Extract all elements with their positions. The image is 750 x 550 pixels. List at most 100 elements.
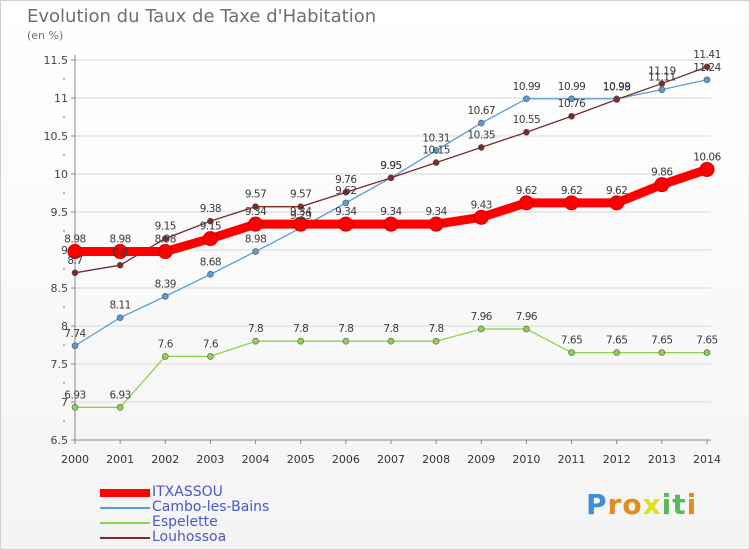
data-point <box>477 325 485 333</box>
data-label: 7.6 <box>203 338 219 350</box>
y-tick-label: 10 <box>54 168 68 181</box>
x-tick-label: 2012 <box>603 453 631 466</box>
data-label: 7.74 <box>64 328 86 340</box>
y-tick-label: 9.5 <box>51 206 69 219</box>
data-point <box>252 248 259 255</box>
data-label: 10.99 <box>513 81 541 93</box>
data-label: 9.95 <box>380 160 401 172</box>
data-point <box>613 96 621 103</box>
data-point <box>523 128 530 136</box>
data-point <box>477 144 485 151</box>
data-point <box>523 325 530 333</box>
data-label: 8.68 <box>200 256 221 268</box>
data-point <box>157 244 173 260</box>
data-label: 9.34 <box>290 206 312 218</box>
data-label: 10.35 <box>468 129 496 141</box>
x-tick-label: 2009 <box>467 453 495 466</box>
data-point <box>161 293 169 300</box>
data-point <box>568 349 575 356</box>
data-label: 8.8 <box>113 247 128 259</box>
data-point <box>609 195 625 211</box>
data-label: 8.98 <box>155 234 176 246</box>
data-label: 8.98 <box>64 234 85 246</box>
data-label: 7.6 <box>158 338 174 350</box>
data-label: 9.57 <box>290 189 311 201</box>
x-tick-label: 2010 <box>512 453 540 466</box>
legend-label: ITXASSOU <box>152 484 223 500</box>
data-label: 9.86 <box>651 167 673 179</box>
data-point <box>703 76 711 84</box>
data-point <box>518 195 534 211</box>
data-label: 7.8 <box>293 323 308 335</box>
data-point <box>658 349 666 356</box>
x-tick-label: 2003 <box>196 453 224 466</box>
data-label: 10.76 <box>558 98 586 110</box>
data-point <box>67 244 83 260</box>
x-tick-label: 2011 <box>558 453 586 466</box>
data-point <box>71 269 79 277</box>
x-tick-label: 2006 <box>332 453 360 466</box>
data-point <box>477 119 485 127</box>
legend-label: Espelette <box>152 514 218 530</box>
data-point <box>202 231 218 247</box>
x-tick-label: 2005 <box>287 453 315 466</box>
data-label: 11.19 <box>648 66 676 78</box>
x-tick-label: 2013 <box>648 453 676 466</box>
data-label: 8.11 <box>109 300 130 312</box>
data-label: 9.34 <box>425 206 447 218</box>
legend-label: Cambo-les-Bains <box>152 499 270 515</box>
legend-swatch <box>100 507 150 509</box>
data-label: 11.11 <box>648 72 676 84</box>
x-tick-label: 2007 <box>377 453 405 466</box>
data-point <box>342 188 350 196</box>
y-tick-label: 8 <box>61 320 68 333</box>
x-tick-label: 2001 <box>106 453 134 466</box>
data-label: 6.93 <box>64 389 85 401</box>
chart-title: Evolution du Taux de Taxe d'Habitation <box>27 6 377 27</box>
data-point <box>613 349 621 356</box>
x-tick-label: 2002 <box>151 453 179 466</box>
data-point <box>116 314 124 321</box>
data-point <box>428 216 444 232</box>
data-label: 7.65 <box>561 335 582 347</box>
data-point <box>568 112 575 120</box>
legend-swatch <box>100 522 150 524</box>
data-label: 6.93 <box>109 389 130 401</box>
data-point <box>658 86 666 93</box>
data-label: 10.31 <box>422 132 450 144</box>
data-point <box>252 203 259 210</box>
data-label: 10.99 <box>603 81 631 93</box>
data-point <box>564 195 580 211</box>
data-point <box>342 199 350 207</box>
legend-label: Louhossoa <box>152 529 227 545</box>
data-point <box>387 174 395 182</box>
data-label: 9.34 <box>380 206 402 218</box>
y-tick-label: 6.5 <box>51 434 69 447</box>
data-label: 11.24 <box>693 62 721 74</box>
data-point <box>568 95 575 103</box>
data-point <box>432 147 440 154</box>
data-label: 9.34 <box>245 206 267 218</box>
data-point <box>116 261 124 269</box>
data-point <box>207 271 214 278</box>
data-label: 10.99 <box>558 81 586 93</box>
data-point <box>71 404 79 411</box>
data-point <box>297 203 305 210</box>
data-label: 9.43 <box>471 199 492 211</box>
data-label: 7.8 <box>248 323 263 335</box>
data-label: 8.39 <box>155 278 176 290</box>
data-point <box>116 404 124 411</box>
y-tick-label: 9 <box>61 244 68 257</box>
data-point <box>383 216 399 232</box>
data-label: 9.62 <box>335 185 356 197</box>
data-label: 9.95 <box>380 160 401 172</box>
data-point <box>207 217 214 225</box>
data-label: 9.15 <box>155 221 176 233</box>
data-point <box>293 216 309 232</box>
brand-logo: Proxiti <box>586 488 698 521</box>
x-tick-label: 2014 <box>693 453 721 466</box>
data-point <box>387 337 395 345</box>
data-label: 9.38 <box>200 203 221 215</box>
data-label: 9.62 <box>561 185 582 197</box>
